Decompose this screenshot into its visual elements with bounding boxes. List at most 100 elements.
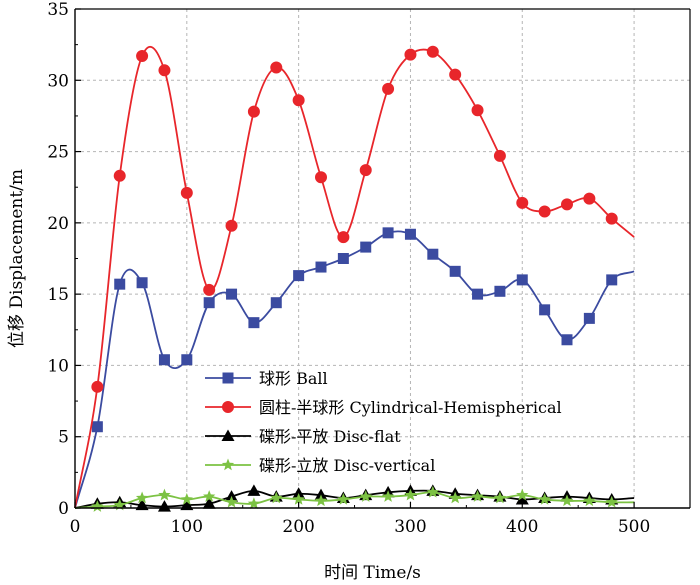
data-point (158, 354, 170, 366)
series-1 (74, 227, 635, 509)
data-point (135, 498, 149, 511)
data-point (158, 64, 171, 77)
data-point (135, 491, 149, 504)
data-point (225, 219, 238, 232)
data-point (494, 285, 506, 297)
data-point (426, 485, 439, 498)
data-point (583, 494, 596, 507)
x-tick-label: 200 (282, 517, 314, 537)
legend-label: 碟形-平放 Disc-flat (259, 427, 401, 446)
legend-item-3: 碟形-平放 Disc-flat (205, 427, 401, 446)
legend-item-2: 圆柱-半球形 Cylindrical-Hemispherical (205, 398, 562, 417)
data-point (113, 169, 126, 182)
data-point (136, 277, 148, 289)
data-point (583, 192, 596, 205)
legend-item-1: 球形 Ball (205, 369, 328, 388)
data-point (539, 304, 551, 316)
data-point (202, 497, 216, 509)
data-point (493, 149, 506, 162)
data-point (180, 492, 193, 505)
data-point (158, 488, 171, 501)
data-point (337, 253, 349, 264)
data-point (113, 498, 126, 511)
data-point (91, 500, 104, 512)
legend-marker (221, 458, 235, 471)
data-point (538, 492, 551, 505)
data-point (471, 490, 484, 502)
data-point (493, 491, 507, 504)
data-point (472, 288, 484, 300)
axes (74, 8, 691, 509)
series-2 (74, 45, 635, 509)
x-tick-label: 300 (394, 517, 426, 537)
data-point (471, 104, 484, 117)
series-layer (74, 45, 635, 512)
data-point (203, 283, 216, 296)
y-tick-label: 30 (47, 71, 69, 91)
data-point (516, 488, 529, 501)
data-point (561, 198, 573, 211)
series-4 (74, 485, 635, 512)
x-tick-label: 0 (70, 517, 81, 537)
data-point (247, 484, 261, 496)
data-point (91, 380, 104, 393)
y-tick-label: 10 (47, 356, 69, 376)
legend-label: 球形 Ball (259, 369, 328, 388)
data-point (449, 265, 461, 277)
data-point (314, 494, 328, 507)
data-point (180, 186, 193, 199)
data-point (382, 82, 395, 95)
y-axis-title: 位移 Displacement/m (7, 169, 27, 348)
data-point (360, 241, 372, 253)
data-point (337, 492, 350, 505)
data-point (359, 490, 372, 502)
data-point (225, 495, 238, 508)
legend: 球形 Ball 圆柱-半球形 Cylindrical-Hemispherical 碟… (205, 369, 562, 475)
legend-marker (222, 372, 234, 384)
legend-label: 圆柱-半球形 Cylindrical-Hemispherical (259, 398, 562, 417)
data-point (605, 495, 618, 508)
data-point (315, 261, 327, 273)
data-point (515, 492, 529, 505)
data-point (270, 61, 283, 74)
data-point (114, 278, 126, 290)
data-point (203, 490, 216, 502)
data-point (247, 105, 260, 118)
data-point (583, 312, 595, 324)
data-point (449, 491, 462, 504)
data-point (404, 228, 416, 240)
y-tick-label: 5 (58, 428, 69, 448)
data-point (605, 212, 618, 225)
legend-marker (221, 429, 235, 441)
data-point (203, 297, 215, 309)
y-tick-label: 0 (58, 499, 69, 519)
legend-marker (222, 401, 234, 413)
legend-item-4: 碟形-立放 Disc-vertical (205, 456, 435, 475)
data-point (404, 488, 417, 501)
data-point (270, 491, 283, 504)
data-point (381, 490, 395, 502)
x-tick-label: 100 (171, 517, 203, 537)
data-point (292, 492, 305, 505)
data-point (337, 231, 350, 244)
data-point (247, 497, 261, 509)
data-point (426, 45, 439, 58)
y-tick-label: 15 (47, 285, 69, 305)
x-axis-title: 时间 Time/s (324, 563, 421, 583)
data-point (248, 317, 260, 329)
data-point (226, 288, 238, 300)
data-point (560, 494, 574, 507)
y-tick-label: 35 (47, 0, 69, 20)
data-point (606, 274, 618, 286)
data-point (516, 196, 529, 209)
data-point (136, 50, 149, 63)
y-tick-label: 25 (47, 143, 69, 163)
data-point (538, 205, 551, 218)
tick-labels: 0 100 200 300 400 500 0 5 10 15 20 25 30 35 (47, 0, 650, 537)
y-tick-label: 20 (47, 214, 69, 234)
data-point (315, 171, 327, 184)
data-point (427, 248, 439, 260)
data-point (382, 227, 394, 239)
x-tick-label: 500 (618, 517, 650, 537)
